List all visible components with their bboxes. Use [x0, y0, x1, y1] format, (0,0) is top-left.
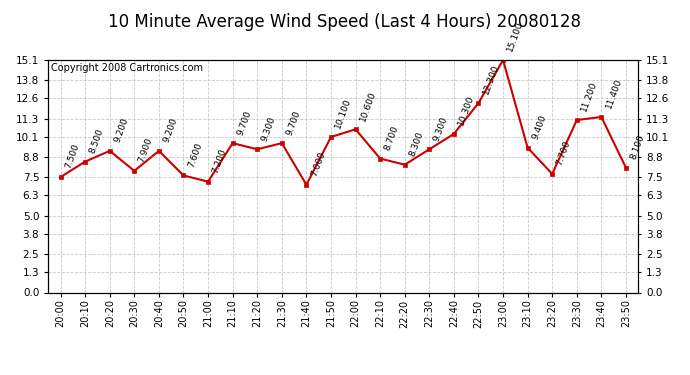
- Text: 9.400: 9.400: [531, 114, 548, 141]
- Text: 10.100: 10.100: [334, 97, 353, 130]
- Text: 9.300: 9.300: [432, 115, 449, 142]
- Text: 12.300: 12.300: [481, 63, 500, 96]
- Text: 7.000: 7.000: [309, 150, 326, 178]
- Text: 7.600: 7.600: [186, 141, 204, 168]
- Text: 11.200: 11.200: [580, 80, 599, 113]
- Text: 9.200: 9.200: [112, 117, 130, 144]
- Text: 9.700: 9.700: [235, 109, 253, 136]
- Text: 10.300: 10.300: [457, 94, 476, 127]
- Text: 7.200: 7.200: [211, 147, 228, 175]
- Text: 9.300: 9.300: [260, 115, 277, 142]
- Text: 8.700: 8.700: [383, 124, 400, 152]
- Text: 7.700: 7.700: [555, 140, 572, 167]
- Text: 11.400: 11.400: [604, 77, 623, 110]
- Text: Copyright 2008 Cartronics.com: Copyright 2008 Cartronics.com: [51, 63, 204, 74]
- Text: 8.300: 8.300: [408, 130, 425, 158]
- Text: 9.700: 9.700: [284, 109, 302, 136]
- Text: 15.100: 15.100: [506, 20, 525, 53]
- Text: 7.500: 7.500: [63, 142, 81, 170]
- Text: 10.600: 10.600: [358, 90, 377, 122]
- Text: 10 Minute Average Wind Speed (Last 4 Hours) 20080128: 10 Minute Average Wind Speed (Last 4 Hou…: [108, 13, 582, 31]
- Text: 8.100: 8.100: [629, 134, 646, 161]
- Text: 7.900: 7.900: [137, 136, 155, 164]
- Text: 9.200: 9.200: [161, 117, 179, 144]
- Text: 8.500: 8.500: [88, 127, 106, 154]
